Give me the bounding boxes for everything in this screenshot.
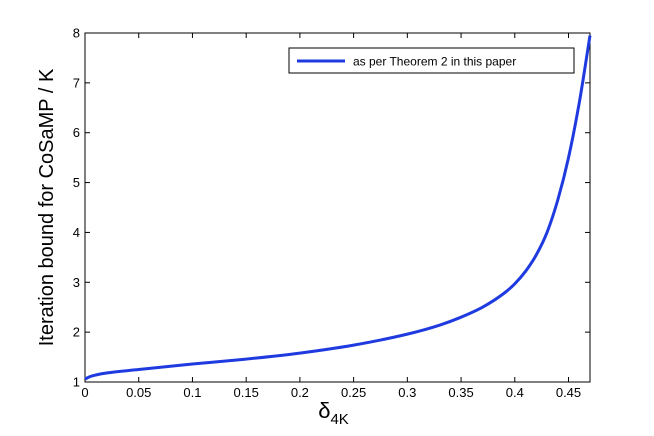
y-tick-label: 2 xyxy=(73,325,80,340)
y-tick-label: 6 xyxy=(73,125,80,140)
plot-area-frame xyxy=(84,32,591,383)
x-tick-label: 0.35 xyxy=(448,385,473,400)
x-tick-label: 0.4 xyxy=(506,385,524,400)
y-tick-label: 4 xyxy=(73,225,80,240)
x-axis-label-subscript: 4K xyxy=(330,411,348,428)
x-tick-label: 0.3 xyxy=(398,385,416,400)
y-tick-label: 8 xyxy=(73,26,80,41)
y-tick-label: 3 xyxy=(73,275,80,290)
x-tick-label: 0.15 xyxy=(234,385,259,400)
series-line-0 xyxy=(84,35,592,381)
y-axis-ticks: 1 2 3 4 5 6 7 8 xyxy=(73,26,590,390)
x-axis-ticks: 0 0.05 0.1 0.15 0.2 0.25 0.3 0.35 0.4 0.45 xyxy=(81,33,581,400)
legend: as per Theorem 2 in this paper xyxy=(288,47,575,74)
x-tick-label: 0.2 xyxy=(291,385,309,400)
x-axis-label-main: δ xyxy=(318,398,330,423)
x-tick-label: 0.25 xyxy=(341,385,366,400)
x-tick-label: 0 xyxy=(81,385,88,400)
x-tick-label: 0.1 xyxy=(183,385,201,400)
x-tick-label: 0.45 xyxy=(556,385,581,400)
series-lines xyxy=(84,35,592,381)
x-tick-label: 0.05 xyxy=(126,385,151,400)
legend-label-series-0: as per Theorem 2 in this paper xyxy=(353,55,516,69)
y-tick-label: 5 xyxy=(73,175,80,190)
y-axis-label: Iteration bound for CoSaMP / K xyxy=(36,68,58,346)
y-tick-label: 7 xyxy=(73,75,80,90)
y-tick-label: 1 xyxy=(73,375,80,390)
x-axis-label: δ4K xyxy=(318,398,349,428)
